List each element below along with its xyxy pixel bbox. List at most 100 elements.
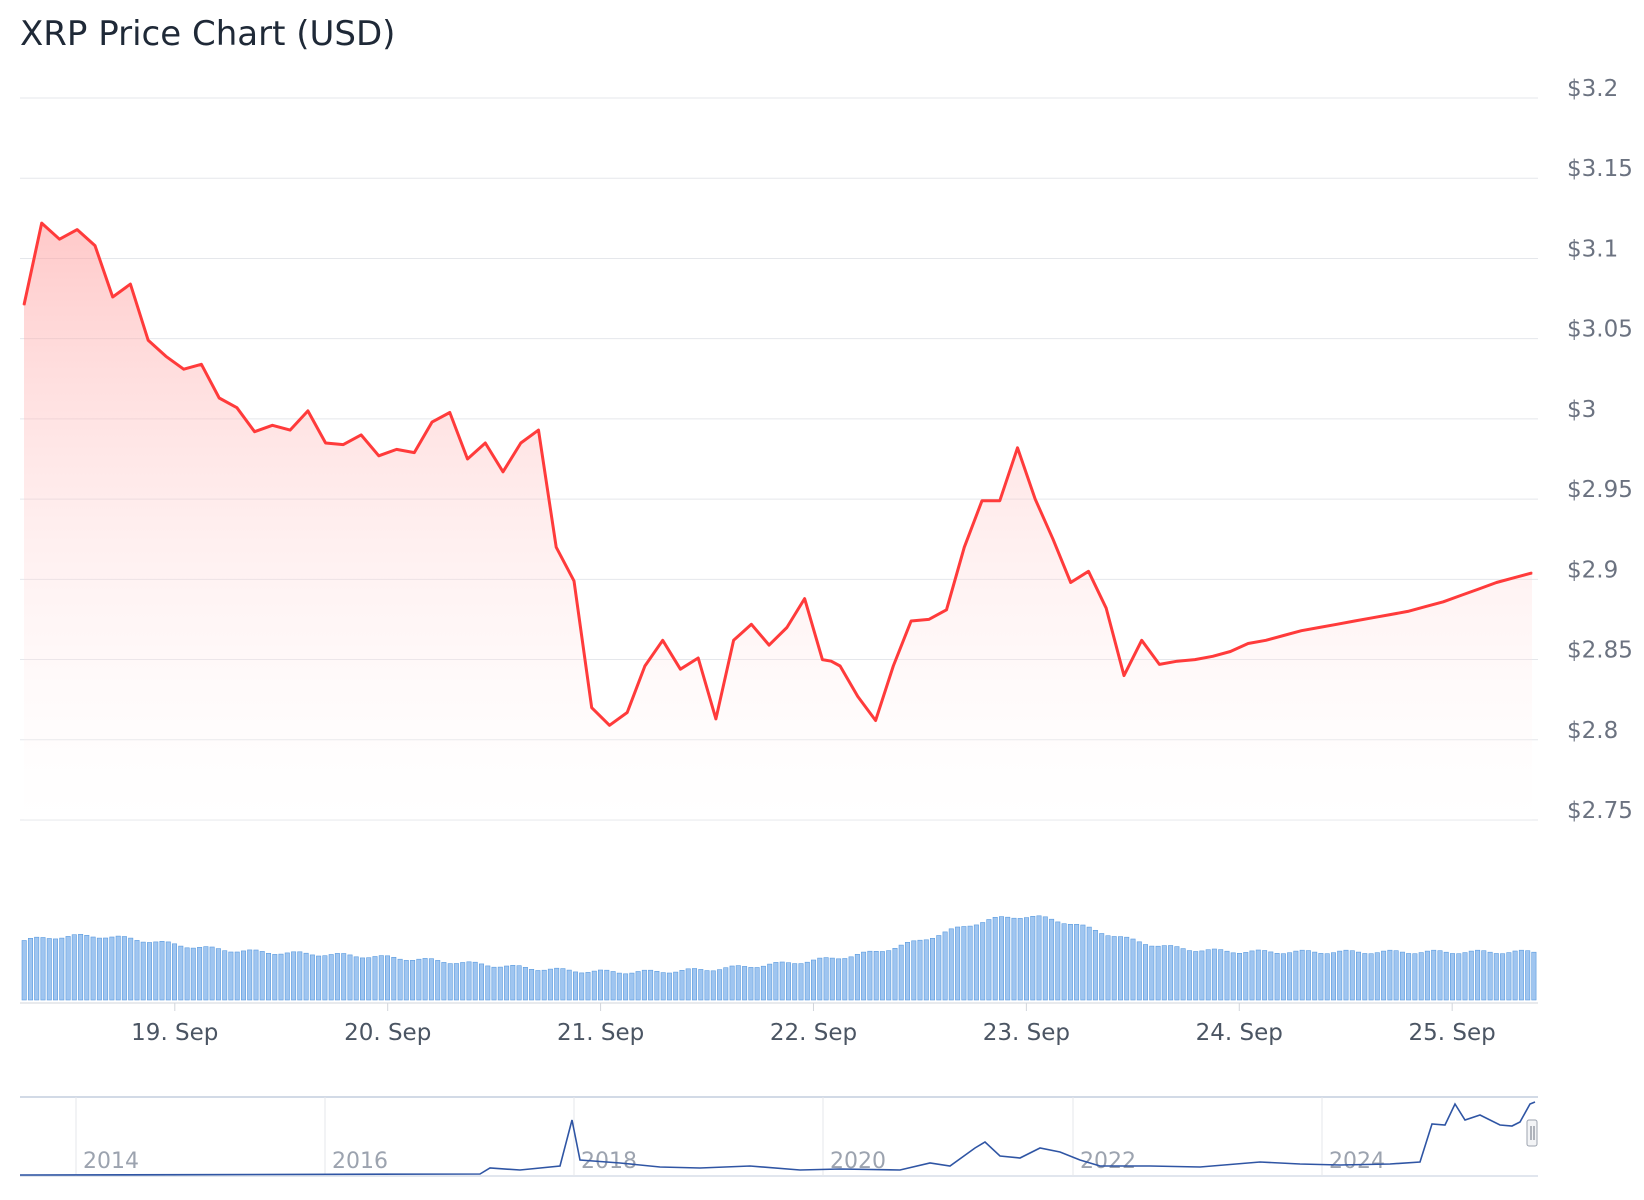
price-point: [1105, 607, 1107, 609]
volume-bar: [685, 968, 691, 1001]
volume-bar: [1205, 949, 1211, 1001]
volume-bar: [648, 969, 654, 1001]
navigator[interactable]: 2014 2016 2018 2020 2022 2024: [19, 1096, 1538, 1177]
price-area: [24, 223, 1532, 821]
volume-bar: [1506, 952, 1512, 1001]
volume-bar: [384, 955, 390, 1001]
volume-bar: [1243, 952, 1249, 1001]
volume-bar: [428, 958, 434, 1001]
volume-bar: [347, 954, 353, 1001]
volume-bar: [1274, 952, 1280, 1001]
volume-bar: [698, 969, 704, 1001]
price-point: [236, 407, 238, 409]
price-point: [644, 665, 646, 667]
volume-bar: [1193, 951, 1199, 1001]
volume-bar: [40, 937, 46, 1001]
price-point: [502, 471, 504, 473]
volume-bar: [197, 946, 203, 1001]
navigator-handle[interactable]: [1526, 1119, 1538, 1147]
volume-bar: [115, 935, 121, 1001]
price-point: [910, 620, 912, 622]
navigator-year-label: 2024: [1329, 1149, 1385, 1174]
x-tick-label: 23. Sep: [983, 1020, 1070, 1046]
volume-bar: [341, 953, 347, 1001]
volume-bar: [942, 931, 948, 1001]
volume-bar: [817, 957, 823, 1001]
volume-bar: [1462, 952, 1468, 1001]
price-point: [520, 442, 522, 444]
price-point: [892, 665, 894, 667]
volume-bar: [203, 946, 209, 1001]
volume-bar: [779, 961, 785, 1001]
volume-bar: [391, 956, 397, 1001]
volume-bar: [904, 941, 910, 1001]
volume-bar: [27, 937, 33, 1001]
volume-bar: [892, 947, 898, 1001]
volume-bar: [472, 961, 478, 1001]
volume-bar: [215, 948, 221, 1001]
volume-bar: [742, 966, 748, 1001]
volume-bar: [1168, 945, 1174, 1001]
price-point: [555, 546, 557, 548]
price-point: [733, 639, 735, 641]
volume-bar: [303, 952, 309, 1001]
volume-bar: [316, 955, 322, 1001]
volume-bar: [1268, 951, 1274, 1001]
volume-bar: [760, 965, 766, 1001]
volume-bar: [416, 958, 422, 1001]
price-point: [830, 660, 832, 662]
volume-bar: [366, 957, 372, 1001]
volume-bar: [1343, 949, 1349, 1001]
price-point: [1371, 617, 1373, 619]
price-point: [200, 363, 202, 365]
price-point: [786, 626, 788, 629]
price-point: [271, 424, 273, 426]
price-point: [360, 434, 362, 436]
volume-bar: [867, 950, 873, 1001]
price-point: [1300, 630, 1302, 632]
volume-bar: [1249, 950, 1255, 1001]
y-tick-label: $2.9: [1567, 557, 1618, 583]
price-line-series[interactable]: [22, 221, 1533, 727]
volume-bar: [1387, 949, 1393, 1001]
volume-bar: [516, 965, 522, 1001]
price-point: [76, 229, 78, 231]
volume-bar: [1356, 951, 1361, 1001]
volume-bar: [1017, 918, 1023, 1001]
price-point: [875, 719, 877, 722]
volume-bar: [1255, 949, 1261, 1001]
volume-bar: [579, 972, 585, 1001]
volume-bar: [1280, 953, 1286, 1001]
volume-bar: [1512, 950, 1518, 1001]
x-tick-label: 21. Sep: [557, 1020, 644, 1046]
volume-bar: [466, 961, 472, 1001]
price-point: [537, 429, 540, 431]
price-point: [1052, 538, 1054, 540]
volume-bar: [829, 957, 835, 1001]
price-point: [254, 431, 256, 433]
x-tick-label: 25. Sep: [1409, 1020, 1496, 1046]
volume-bar: [554, 967, 560, 1001]
volume-bar: [453, 963, 459, 1001]
volume-bar: [522, 966, 528, 1001]
volume-bar: [1487, 951, 1493, 1001]
volume-bar: [1224, 950, 1230, 1001]
volume-bar: [1042, 916, 1048, 1001]
volume-bar: [65, 936, 71, 1001]
volume-bar: [52, 938, 58, 1001]
volume-bar: [491, 966, 497, 1001]
y-tick-label: $2.75: [1567, 798, 1633, 824]
volume-bar: [929, 937, 935, 1001]
volume-bar: [59, 937, 65, 1001]
volume-bar: [673, 971, 679, 1001]
volume-bar: [1211, 948, 1217, 1001]
volume-bar: [259, 951, 265, 1001]
volume-bar: [504, 965, 510, 1001]
price-point: [857, 695, 859, 698]
price-point: [1442, 601, 1444, 603]
volume-bar: [572, 971, 578, 1001]
volume-bar: [1136, 941, 1142, 1001]
volume-bar: [735, 965, 741, 1001]
volume-bar: [109, 936, 115, 1001]
